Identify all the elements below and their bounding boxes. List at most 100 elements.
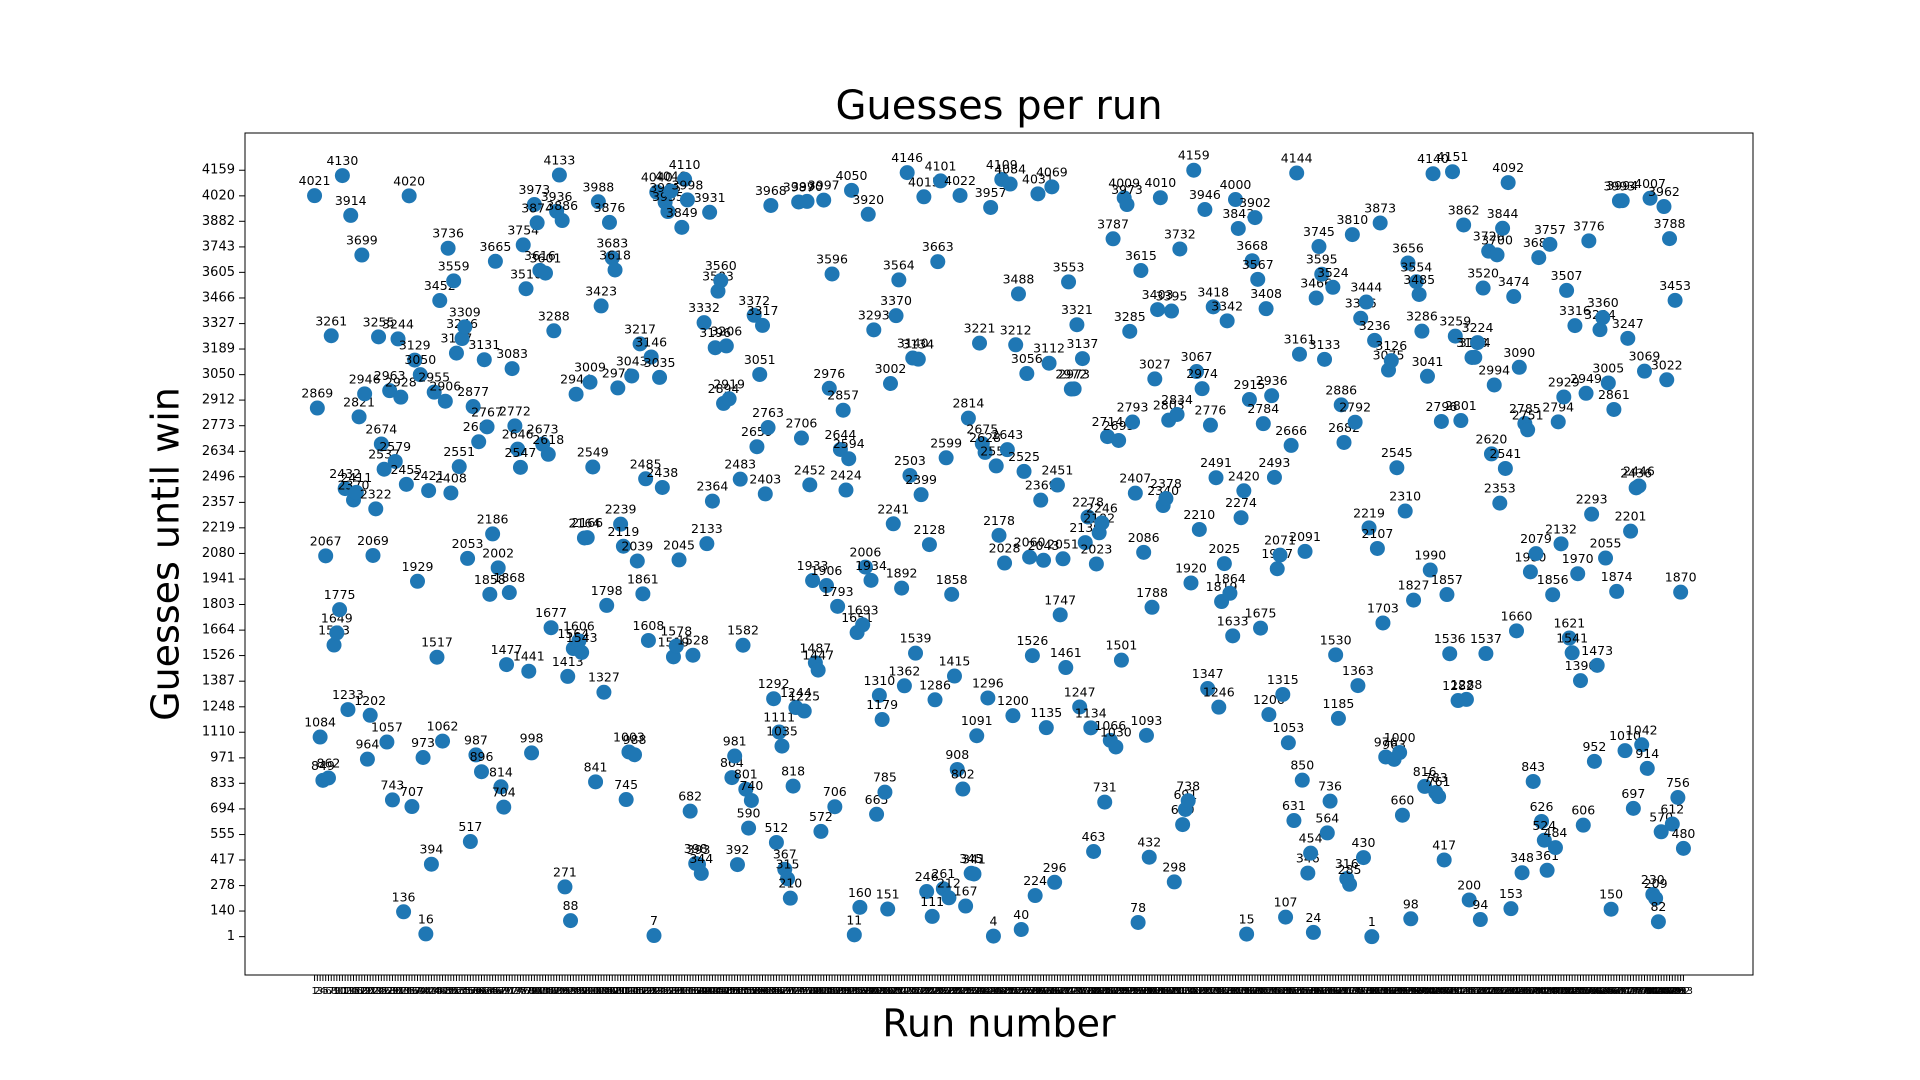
x-tick-label: 26	[378, 986, 391, 997]
data-label: 4040	[641, 170, 673, 185]
point	[1606, 401, 1622, 417]
point	[596, 684, 612, 700]
data-label: 3615	[1125, 248, 1157, 263]
point	[802, 477, 818, 493]
point	[1041, 355, 1057, 371]
point	[997, 555, 1013, 571]
point	[354, 247, 370, 263]
point	[362, 707, 378, 723]
point	[1458, 691, 1474, 707]
x-tick-label: 52	[450, 986, 463, 997]
point	[674, 219, 690, 235]
data-label: 1536	[1434, 631, 1466, 646]
data-label: 2403	[749, 471, 781, 486]
x-tick-label: 180	[803, 986, 822, 997]
data-label: 4092	[1492, 160, 1524, 175]
x-tick-label: 468	[1604, 986, 1623, 997]
point	[1483, 446, 1499, 462]
x-tick-label: 429	[1496, 986, 1515, 997]
point	[1294, 772, 1310, 788]
point	[1175, 817, 1191, 833]
point	[1667, 292, 1683, 308]
data-label: 160	[848, 885, 872, 900]
x-tick-label: 13	[342, 986, 355, 997]
point	[1055, 551, 1071, 567]
point	[818, 578, 834, 594]
x-tick-label: 365	[1318, 986, 1337, 997]
data-label: 3936	[541, 189, 573, 204]
point	[1308, 290, 1324, 306]
point	[704, 493, 720, 509]
data-label: 4146	[891, 150, 923, 165]
data-label: 2055	[1590, 536, 1622, 551]
point	[891, 272, 907, 288]
data-label: 3309	[449, 304, 481, 319]
data-label: 3560	[705, 258, 737, 273]
data-label: 1179	[866, 697, 898, 712]
point	[610, 380, 626, 396]
point	[793, 430, 809, 446]
x-tick-label: 422	[1476, 986, 1495, 997]
x-tick-label: 216	[903, 986, 922, 997]
x-tick-label: 271	[1056, 986, 1075, 997]
data-label: 1057	[371, 720, 403, 735]
data-label: 3035	[644, 355, 676, 370]
data-label: 393	[687, 842, 711, 857]
data-label: 136	[392, 889, 416, 904]
point	[415, 749, 431, 765]
point	[824, 266, 840, 282]
x-tick-label: 74	[511, 986, 524, 997]
data-label: 1864	[1214, 571, 1246, 586]
x-tick-label: 356	[1293, 986, 1312, 997]
data-label: 1042	[1626, 722, 1658, 737]
x-tick-label: 394	[1398, 986, 1417, 997]
point	[1333, 397, 1349, 413]
point	[1511, 359, 1527, 375]
point	[473, 764, 489, 780]
x-tick-label: 416	[1460, 986, 1479, 997]
x-tick-label: 109	[605, 986, 624, 997]
point	[944, 586, 960, 602]
point	[1375, 615, 1391, 631]
data-label: 1775	[324, 587, 356, 602]
x-tick-label: 85	[542, 986, 555, 997]
x-tick-label: 59	[470, 986, 483, 997]
point	[1383, 353, 1399, 369]
x-tick-label: 215	[900, 986, 919, 997]
data-label: 4159	[1178, 148, 1210, 163]
x-tick-label: 321	[1195, 986, 1214, 997]
point	[649, 184, 665, 200]
point	[601, 214, 617, 230]
point	[707, 340, 723, 356]
point	[663, 183, 679, 199]
x-tick-label: 150	[720, 986, 739, 997]
x-tick-label: 118	[631, 986, 650, 997]
data-label: 743	[381, 777, 405, 792]
x-tick-label: 246	[987, 986, 1006, 997]
x-tick-label: 126	[653, 986, 672, 997]
data-label: 572	[809, 809, 833, 824]
x-tick-label: 99	[581, 986, 594, 997]
data-label: 1233	[332, 687, 364, 702]
x-tick-label: 145	[706, 986, 725, 997]
x-tick-label: 223	[923, 986, 942, 997]
x-tick-label: 474	[1621, 986, 1640, 997]
x-tick-label: 448	[1549, 986, 1568, 997]
x-tick-label: 425	[1485, 986, 1504, 997]
point	[1113, 652, 1129, 668]
x-tick-label: 38	[411, 986, 424, 997]
data-label: 3554	[1400, 259, 1432, 274]
data-label: 1441	[513, 649, 545, 664]
data-label: 3810	[1336, 212, 1368, 227]
x-tick-label: 168	[770, 986, 789, 997]
x-tick-label: 44	[428, 986, 441, 997]
x-tick-label: 231	[945, 986, 964, 997]
point	[379, 734, 395, 750]
x-tick-label: 380	[1359, 986, 1378, 997]
point	[910, 351, 926, 367]
x-tick-label: 100	[580, 986, 599, 997]
data-label: 2128	[914, 522, 946, 537]
data-label: 2239	[605, 502, 637, 517]
data-label: 1677	[535, 605, 567, 620]
point	[1534, 813, 1550, 829]
